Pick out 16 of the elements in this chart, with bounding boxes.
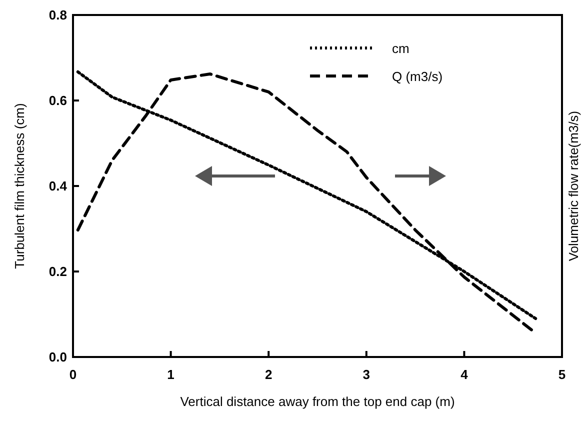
legend-label: cm [392, 41, 410, 56]
y-tick-label: 0.2 [48, 264, 67, 279]
x-tick-label: 0 [69, 367, 77, 382]
y-tick-label: 0.8 [48, 8, 67, 22]
y2-axis-title: Volumetric flow rate(m3/s) [566, 110, 581, 262]
x-tick-label: 3 [362, 367, 370, 382]
y-tick-label: 0.0 [48, 350, 67, 364]
y-tick-label: 0.6 [48, 93, 67, 108]
y-axis-title: Turbulent film thickness (cm) [12, 103, 27, 269]
legend-label: Q (m3/s) [392, 69, 443, 84]
x-tick-label: 1 [167, 367, 174, 382]
x-tick-label: 5 [558, 367, 566, 382]
y-tick-label: 0.4 [48, 178, 68, 194]
x-tick-label: 4 [460, 367, 469, 382]
x-axis-title: Vertical distance away from the top end cap (m) [180, 394, 455, 409]
x-tick-label: 2 [264, 367, 272, 382]
